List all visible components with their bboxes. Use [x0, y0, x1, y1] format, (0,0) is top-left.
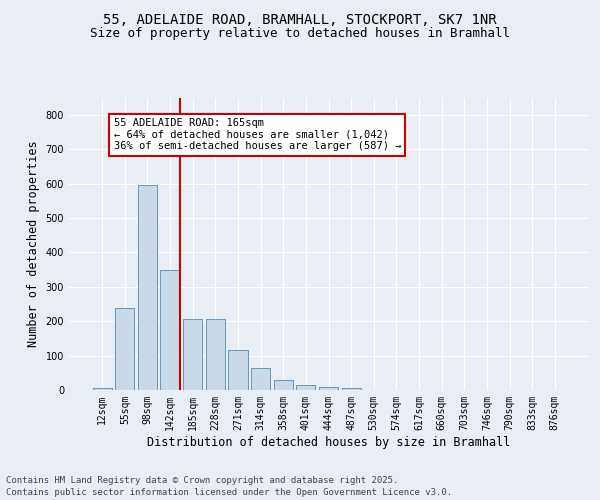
Text: Size of property relative to detached houses in Bramhall: Size of property relative to detached ho…	[90, 28, 510, 40]
Bar	[319, 386, 338, 390]
Bar	[251, 368, 270, 390]
Text: Contains HM Land Registry data © Crown copyright and database right 2025.: Contains HM Land Registry data © Crown c…	[6, 476, 398, 485]
X-axis label: Distribution of detached houses by size in Bramhall: Distribution of detached houses by size …	[147, 436, 510, 448]
Text: Contains public sector information licensed under the Open Government Licence v3: Contains public sector information licen…	[6, 488, 452, 497]
Text: 55 ADELAIDE ROAD: 165sqm
← 64% of detached houses are smaller (1,042)
36% of sem: 55 ADELAIDE ROAD: 165sqm ← 64% of detach…	[113, 118, 401, 152]
Bar	[183, 320, 202, 390]
Bar	[229, 350, 248, 390]
Bar	[160, 270, 180, 390]
Bar	[341, 388, 361, 390]
Bar	[296, 385, 316, 390]
Text: 55, ADELAIDE ROAD, BRAMHALL, STOCKPORT, SK7 1NR: 55, ADELAIDE ROAD, BRAMHALL, STOCKPORT, …	[103, 12, 497, 26]
Bar	[115, 308, 134, 390]
Y-axis label: Number of detached properties: Number of detached properties	[27, 140, 40, 347]
Bar	[274, 380, 293, 390]
Bar	[92, 388, 112, 390]
Bar	[138, 186, 157, 390]
Bar	[206, 320, 225, 390]
